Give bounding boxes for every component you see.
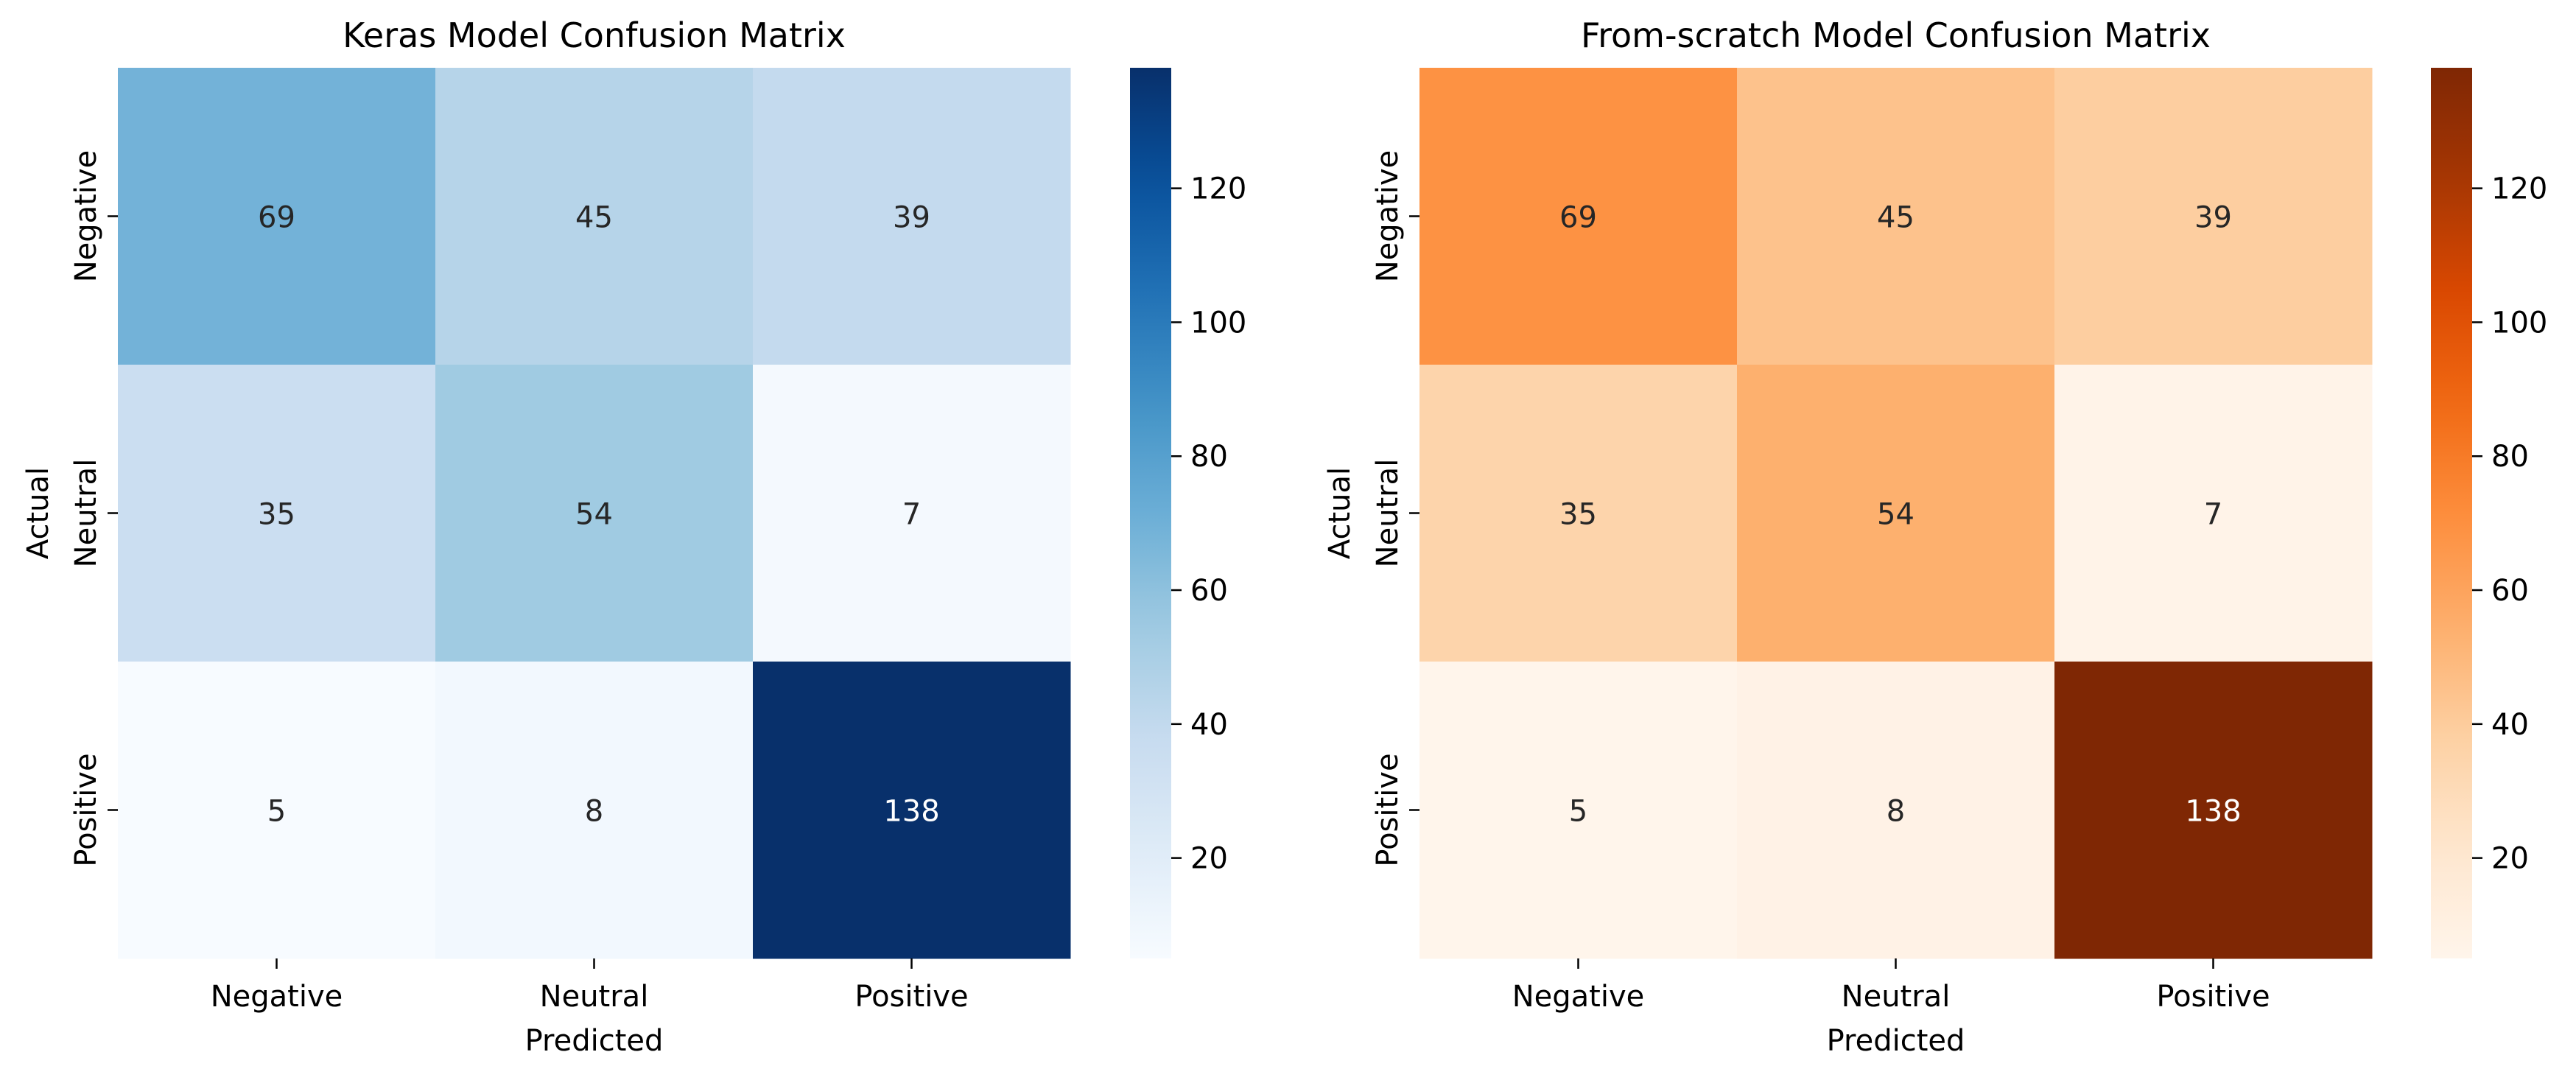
cell-value-label: 7	[902, 498, 921, 532]
y-tick-label: Negative	[69, 150, 103, 283]
cell-value-label: 8	[585, 795, 603, 829]
colorbar-tick-label: 100	[1190, 306, 1246, 340]
cell-value-label: 69	[1559, 201, 1597, 235]
y-axis-label: Actual	[1323, 467, 1357, 559]
y-tick-label: Neutral	[69, 459, 103, 568]
colorbar-tick-label: 120	[2491, 172, 2547, 206]
colorbar-tick-label: 60	[2491, 574, 2529, 608]
cell-value-label: 7	[2204, 498, 2222, 532]
heatmap-cell-r1-c1	[435, 365, 754, 662]
heatmap-cell-r2-c1	[435, 662, 754, 959]
x-axis-label: Predicted	[525, 1024, 664, 1058]
colorbar-tick-label: 60	[1190, 574, 1228, 608]
y-tick-label: Positive	[1371, 753, 1405, 866]
cell-value-label: 138	[883, 795, 939, 829]
heatmap-cell-r2-c2	[2054, 662, 2373, 959]
cell-value-label: 5	[1569, 795, 1587, 829]
cell-value-label: 138	[2185, 795, 2241, 829]
heatmap-cell-r0-c2	[2054, 68, 2373, 365]
heatmap-cell-r2-c2	[753, 662, 1071, 959]
heatmap-cell-r2-c1	[1737, 662, 2055, 959]
y-axis-label: Actual	[21, 467, 55, 559]
cell-value-label: 45	[575, 201, 613, 235]
heatmap-cell-r0-c2	[753, 68, 1071, 365]
heatmap-cell-r1-c2	[2054, 365, 2373, 662]
y-tick-label: Neutral	[1371, 459, 1405, 568]
colorbar	[1130, 68, 1171, 958]
cell-value-label: 39	[2194, 201, 2232, 235]
cell-value-label: 45	[1877, 201, 1915, 235]
y-tick-label: Positive	[69, 753, 103, 866]
heatmap-cell-r0-c1	[435, 68, 754, 365]
heatmap-cell-r0-c0	[118, 68, 436, 365]
colorbar	[2431, 68, 2472, 958]
cell-value-label: 8	[1887, 795, 1905, 829]
cell-value-label: 54	[575, 498, 613, 532]
keras-confusion-matrix-panel: Keras Model Confusion Matrix 69 45 39 35 54 7 5…	[21, 15, 1246, 1058]
chart-title: From-scratch Model Confusion Matrix	[1581, 15, 2211, 55]
heatmap-cell-r0-c0	[1419, 68, 1738, 365]
heatmap-cell-r2-c0	[1419, 662, 1738, 959]
colorbar-tick-label: 20	[1190, 842, 1228, 876]
x-tick-label: Neutral	[1842, 980, 1951, 1014]
colorbar-tick-label: 40	[2491, 708, 2529, 742]
heatmap-cell-r2-c0	[118, 662, 436, 959]
cell-value-label: 69	[258, 201, 295, 235]
y-tick-label: Negative	[1371, 150, 1405, 283]
colorbar-tick-label: 100	[2491, 306, 2547, 340]
chart-title: Keras Model Confusion Matrix	[343, 15, 846, 55]
heatmap-cell-r1-c0	[118, 365, 436, 662]
x-tick-label: Negative	[1512, 980, 1645, 1014]
heatmap-cell-r1-c1	[1737, 365, 2055, 662]
heatmap-cell-r1-c2	[753, 365, 1071, 662]
colorbar-tick-label: 120	[1190, 172, 1246, 206]
x-tick-label: Positive	[854, 980, 968, 1014]
colorbar-tick-label: 40	[1190, 708, 1228, 742]
colorbar-tick-label: 80	[1190, 440, 1228, 474]
cell-value-label: 35	[1559, 498, 1597, 532]
colorbar-tick-label: 20	[2491, 842, 2529, 876]
x-tick-label: Neutral	[540, 980, 649, 1014]
x-tick-label: Positive	[2156, 980, 2270, 1014]
x-tick-label: Negative	[211, 980, 343, 1014]
heatmap-cell-r0-c1	[1737, 68, 2055, 365]
heatmap-cell-r1-c0	[1419, 365, 1738, 662]
from-scratch-confusion-matrix-panel: From-scratch Model Confusion Matrix 69 45 3…	[1323, 15, 2547, 1058]
x-axis-label: Predicted	[1827, 1024, 1965, 1058]
colorbar-tick-label: 80	[2491, 440, 2529, 474]
cell-value-label: 54	[1877, 498, 1915, 532]
cell-value-label: 39	[893, 201, 930, 235]
cell-value-label: 35	[258, 498, 295, 532]
cell-value-label: 5	[267, 795, 286, 829]
